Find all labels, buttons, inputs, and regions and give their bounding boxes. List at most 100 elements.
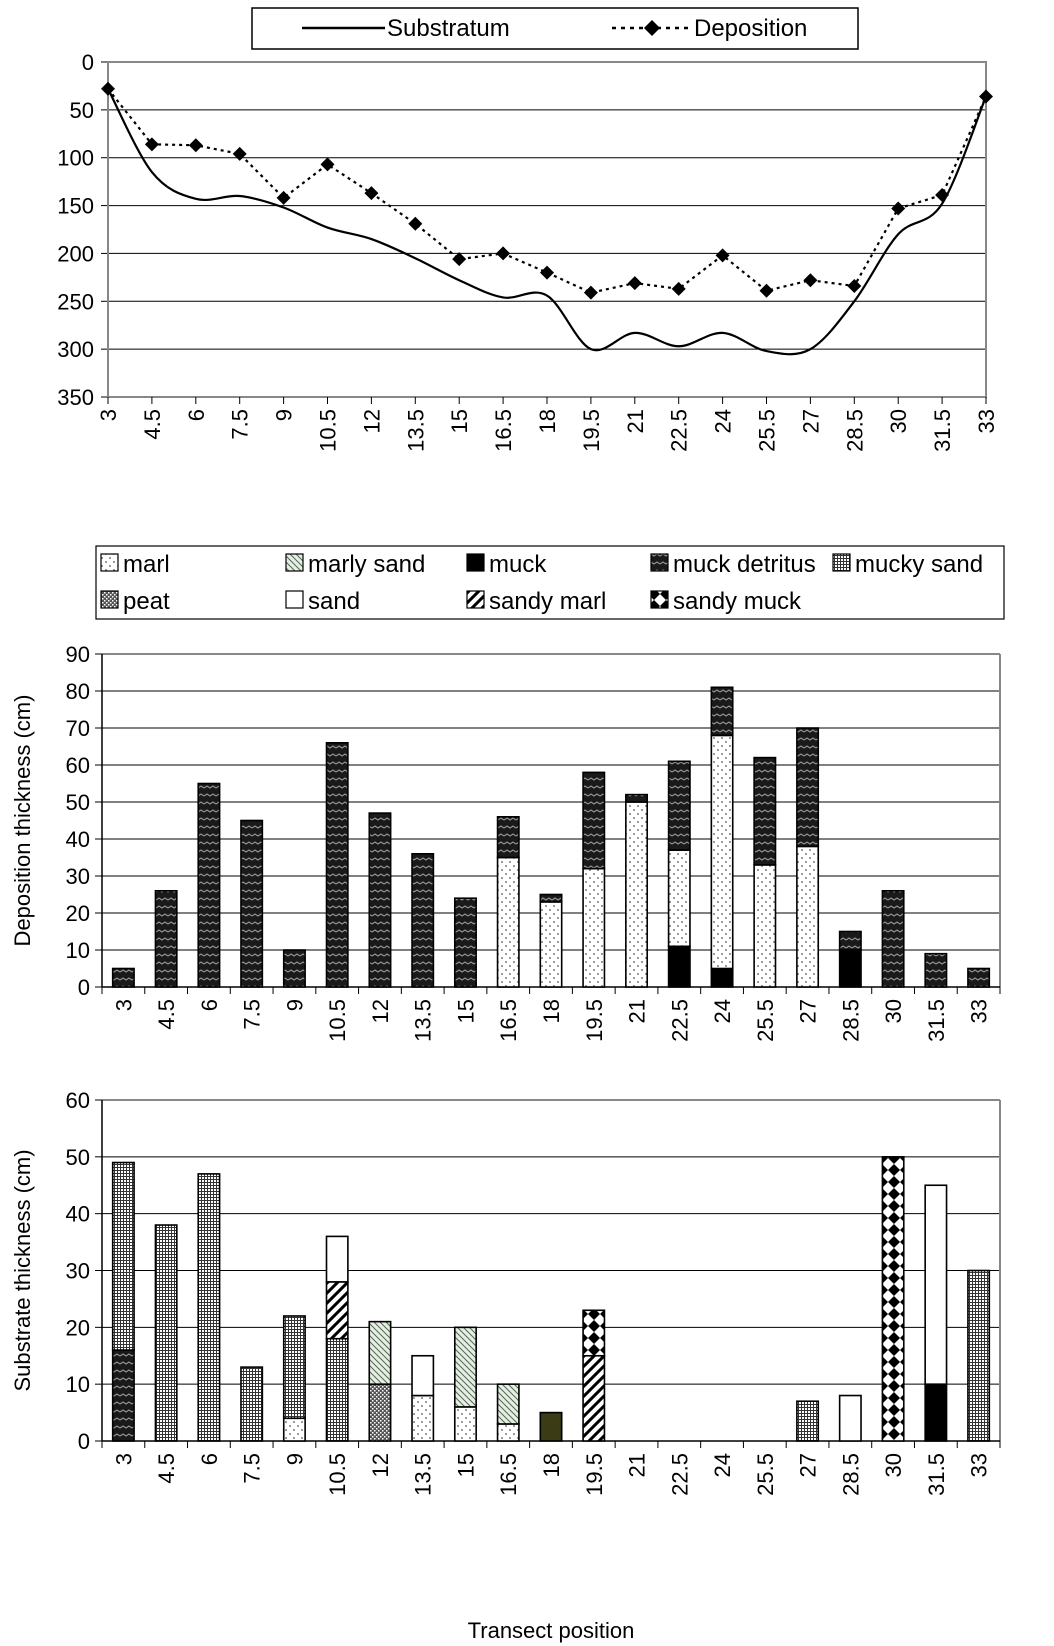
substrate-y-axis-title: Substrate thickness (cm): [10, 1149, 35, 1391]
substrate-y-tick-label-60: 60: [66, 1088, 90, 1113]
deposition-bar-22-5-muck: [667, 945, 691, 988]
legend-swatch-muck: [466, 553, 485, 572]
substrate-y-tick-label-50: 50: [66, 1145, 90, 1170]
legend-swatch-marl: [100, 553, 119, 572]
substrate-y-tick-label-10: 10: [66, 1372, 90, 1397]
deposition-x-tick-label-25-5: 25.5: [753, 999, 778, 1042]
legend-swatch-sandy-muck: [650, 590, 669, 609]
substrate-bar-13-5-marl: [411, 1394, 435, 1442]
substrate-x-tick-label-22-5: 22.5: [667, 1453, 692, 1496]
deposition-x-tick-label-10-5: 10.5: [325, 999, 350, 1042]
deposition-x-tick-label-21: 21: [625, 999, 650, 1023]
substrate-bar-10-5-mucky-sand: [325, 1337, 349, 1442]
substrate-bar-30-sandy-muck: [881, 1156, 905, 1442]
chart-substrate: 0 10 20 30 40 50 60 3 4.5 6 7.5 9 10.5 12 13.5 15 16.5 18…: [10, 1088, 1001, 1643]
legend-label-muck-detritus: muck detritus: [673, 551, 816, 578]
deposition-bar-25-5-muck-detritus: [753, 756, 777, 866]
y-tick-label-350: 350: [57, 385, 94, 410]
substrate-x-tick-label-9: 9: [282, 1453, 307, 1465]
deposition-point-10-5: [320, 157, 335, 172]
deposition-x-tick-label-15: 15: [453, 999, 478, 1023]
substrate-bar-10-5-sandy-marl: [325, 1281, 349, 1340]
x-tick-label-4-5: 4.5: [140, 409, 165, 440]
substrate-bar-15-marl: [453, 1406, 477, 1442]
y-tick-label-0: 0: [82, 50, 94, 75]
substrate-y-tick-label-40: 40: [66, 1202, 90, 1227]
x-tick-label-30: 30: [886, 409, 911, 433]
substrate-x-tick-label-16-5: 16.5: [496, 1453, 521, 1496]
x-tick-label-33: 33: [974, 409, 999, 433]
deposition-point-7-5: [232, 146, 247, 161]
deposition-bar-27-muck-detritus: [796, 727, 820, 848]
x-tick-label-15: 15: [447, 409, 472, 433]
y-tick-label-50: 50: [70, 98, 94, 123]
substrate-bar-31-5-sand: [924, 1184, 948, 1385]
substrate-x-tick-label-33: 33: [967, 1453, 992, 1477]
y-tick-label-250: 250: [57, 289, 94, 314]
x-tick-label-27: 27: [798, 409, 823, 433]
deposition-bar-7-5-muck-detritus: [240, 819, 264, 988]
substrate-y-tick-label-30: 30: [66, 1259, 90, 1284]
y-tick-label-150: 150: [57, 194, 94, 219]
deposition-bar-6-muck-detritus: [197, 782, 221, 988]
deposition-bar-24-muck: [710, 967, 734, 988]
legend-materials: marl marly sand muck muck detritus mucky san…: [95, 545, 1005, 620]
deposition-y-tick-label-10: 10: [66, 938, 90, 963]
deposition-bar-22-5-muck-detritus: [667, 760, 691, 851]
deposition-x-tick-label-19-5: 19.5: [582, 999, 607, 1042]
deposition-bar-21-marl: [625, 801, 649, 988]
x-tick-label-7-5: 7.5: [228, 409, 253, 440]
substrate-bar-6-mucky-sand: [197, 1173, 221, 1442]
deposition-x-tick-label-31-5: 31.5: [924, 999, 949, 1042]
substrate-bar-28-5-sand: [838, 1394, 862, 1442]
deposition-bar-21-muck-detritus: [625, 793, 649, 803]
deposition-bar-3-muck-detritus: [111, 967, 135, 988]
x-tick-label-9: 9: [272, 409, 297, 421]
y-tick-label-200: 200: [57, 241, 94, 266]
deposition-bar-19-5-marl: [582, 867, 606, 988]
substrate-bar-13-5-sand: [411, 1354, 435, 1397]
legend-label-sandy-marl: sandy marl: [489, 588, 606, 615]
deposition-x-tick-label-22-5: 22.5: [667, 999, 692, 1042]
x-tick-label-31-5: 31.5: [930, 409, 955, 452]
deposition-bar-9-muck-detritus: [282, 949, 306, 988]
deposition-bar-18-marl: [539, 901, 563, 988]
deposition-bar-10-5-muck-detritus: [325, 741, 349, 988]
substrate-bar-15-marly-sand: [453, 1326, 477, 1408]
x-tick-label-18: 18: [535, 409, 560, 433]
deposition-bar-24-marl: [710, 734, 734, 970]
substrate-x-tick-label-6: 6: [197, 1453, 222, 1465]
substrate-x-tick-label-13-5: 13.5: [411, 1453, 436, 1496]
substrate-x-tick-label-31-5: 31.5: [924, 1453, 949, 1496]
substrate-x-tick-label-30: 30: [881, 1453, 906, 1477]
deposition-y-tick-label-40: 40: [66, 827, 90, 852]
x-tick-label-3: 3: [96, 409, 121, 421]
x-tick-label-10-5: 10.5: [316, 409, 341, 452]
deposition-x-tick-label-7-5: 7.5: [240, 999, 265, 1030]
plot-frame-1: [107, 61, 987, 398]
legend-top: Substratum Deposition: [251, 7, 859, 50]
legend-label-peat: peat: [123, 588, 170, 615]
deposition-point-18: [540, 265, 554, 280]
legend-label-deposition: Deposition: [694, 15, 807, 42]
substrate-bar-12-marly-sand: [368, 1320, 392, 1385]
x-tick-label-22-5: 22.5: [667, 409, 692, 452]
legend-label-marl: marl: [123, 551, 170, 578]
legend-marker-deposition: [644, 20, 660, 36]
substrate-bar-3-mucky-sand: [111, 1161, 135, 1351]
deposition-point-25-5: [759, 283, 774, 298]
substrate-y-tick-label-0: 0: [78, 1429, 90, 1454]
substrate-x-tick-label-12: 12: [368, 1453, 393, 1477]
legend-materials-frame: [95, 545, 1005, 620]
deposition-x-tick-label-6: 6: [197, 999, 222, 1011]
deposition-bar-25-5-marl: [753, 864, 777, 988]
deposition-y-tick-label-60: 60: [66, 753, 90, 778]
substrate-bar-12-peat: [368, 1383, 392, 1442]
deposition-bar-13-5-muck-detritus: [411, 852, 435, 988]
deposition-x-tick-label-16-5: 16.5: [496, 999, 521, 1042]
deposition-point-12: [364, 186, 379, 201]
deposition-point-3: [101, 81, 115, 96]
deposition-x-tick-label-3: 3: [111, 999, 136, 1011]
